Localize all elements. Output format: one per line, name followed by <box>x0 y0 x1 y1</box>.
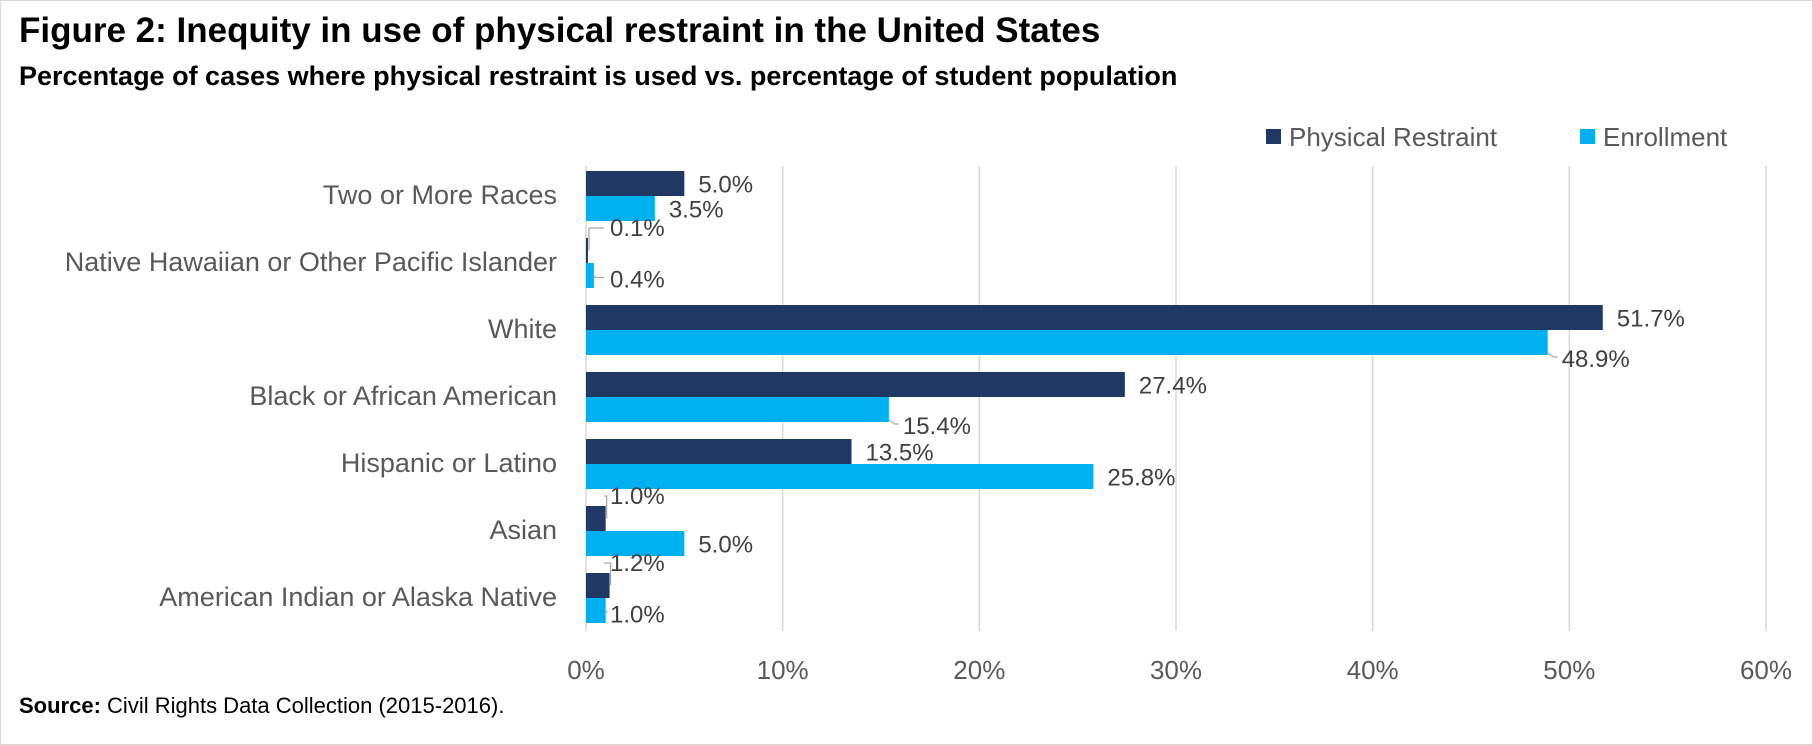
enrollment-bar <box>586 196 655 221</box>
leader-line <box>594 275 604 279</box>
enrollment-data-label: 25.8% <box>1107 465 1175 492</box>
enrollment-bar <box>586 464 1094 489</box>
x-tick-label: 30% <box>1150 655 1202 685</box>
leader-line <box>1547 352 1558 358</box>
physical-restraint-bar <box>586 238 588 263</box>
physical-restraint-data-label: 27.4% <box>1139 373 1207 400</box>
x-tick-label: 40% <box>1347 655 1399 685</box>
physical-restraint-data-label: 5.0% <box>698 172 753 199</box>
legend-enrollment-label: Enrollment <box>1603 122 1728 152</box>
figure-title: Figure 2: Inequity in use of physical re… <box>19 11 1101 50</box>
category-label: Two or More Races <box>323 180 557 210</box>
x-tick-label: 0% <box>567 655 605 685</box>
physical-restraint-bar <box>586 573 610 598</box>
enrollment-data-label: 0.4% <box>610 267 665 294</box>
source-label: Source: <box>19 693 101 718</box>
category-label: Black or African American <box>249 381 557 411</box>
physical-restraint-bar <box>586 506 606 531</box>
leader-line <box>604 495 608 519</box>
enrollment-data-label: 48.9% <box>1562 346 1630 373</box>
category-labels: Two or More Races Native Hawaiian or Othe… <box>65 180 557 612</box>
leader-line <box>604 610 608 614</box>
bar-chart: 5.0%3.5%0.1%0.4%51.7%48.9%27.4%15.4%13.5… <box>65 122 1792 685</box>
enrollment-bar <box>586 531 685 556</box>
x-axis-tick-labels: 0% 10% 20% 30% 40% 50% 60% <box>567 655 1792 685</box>
legend-physical-restraint-label: Physical Restraint <box>1289 122 1498 152</box>
enrollment-bar <box>586 330 1548 355</box>
physical-restraint-bar <box>586 372 1125 397</box>
physical-restraint-data-label: 13.5% <box>866 440 934 467</box>
data-labels: 5.0%3.5%0.1%0.4%51.7%48.9%27.4%15.4%13.5… <box>610 172 1685 629</box>
bars <box>586 171 1603 623</box>
category-label: Asian <box>489 515 557 545</box>
physical-restraint-bar <box>586 439 852 464</box>
physical-restraint-data-label: 51.7% <box>1617 306 1685 333</box>
category-label: Native Hawaiian or Other Pacific Islande… <box>65 247 557 277</box>
category-label: White <box>488 314 557 344</box>
physical-restraint-data-label: 1.2% <box>610 550 665 577</box>
leader-line <box>888 419 899 425</box>
category-label: Hispanic or Latino <box>341 448 557 478</box>
enrollment-bar <box>586 598 606 623</box>
leader-line <box>588 227 604 251</box>
legend-physical-restraint-swatch <box>1266 129 1281 144</box>
source-note: Source: Civil Rights Data Collection (20… <box>19 693 504 719</box>
physical-restraint-data-label: 1.0% <box>610 483 665 510</box>
category-label: American Indian or Alaska Native <box>159 582 557 612</box>
legend-enrollment-swatch <box>1580 129 1595 144</box>
leader-line <box>604 562 612 586</box>
source-text: Civil Rights Data Collection (2015-2016)… <box>107 693 505 718</box>
x-tick-label: 10% <box>757 655 809 685</box>
x-tick-label: 20% <box>953 655 1005 685</box>
enrollment-data-label: 1.0% <box>610 602 665 629</box>
enrollment-bar <box>586 263 594 288</box>
physical-restraint-bar <box>586 305 1603 330</box>
physical-restraint-data-label: 0.1% <box>610 215 665 242</box>
leader-lines <box>588 227 1558 614</box>
enrollment-data-label: 5.0% <box>698 532 753 559</box>
legend: Physical Restraint Enrollment <box>1266 122 1728 152</box>
x-tick-label: 60% <box>1740 655 1792 685</box>
x-tick-label: 50% <box>1543 655 1595 685</box>
physical-restraint-bar <box>586 171 685 196</box>
enrollment-bar <box>586 397 889 422</box>
enrollment-data-label: 3.5% <box>669 197 724 224</box>
enrollment-data-label: 15.4% <box>903 413 971 440</box>
figure-subtitle: Percentage of cases where physical restr… <box>19 61 1178 91</box>
